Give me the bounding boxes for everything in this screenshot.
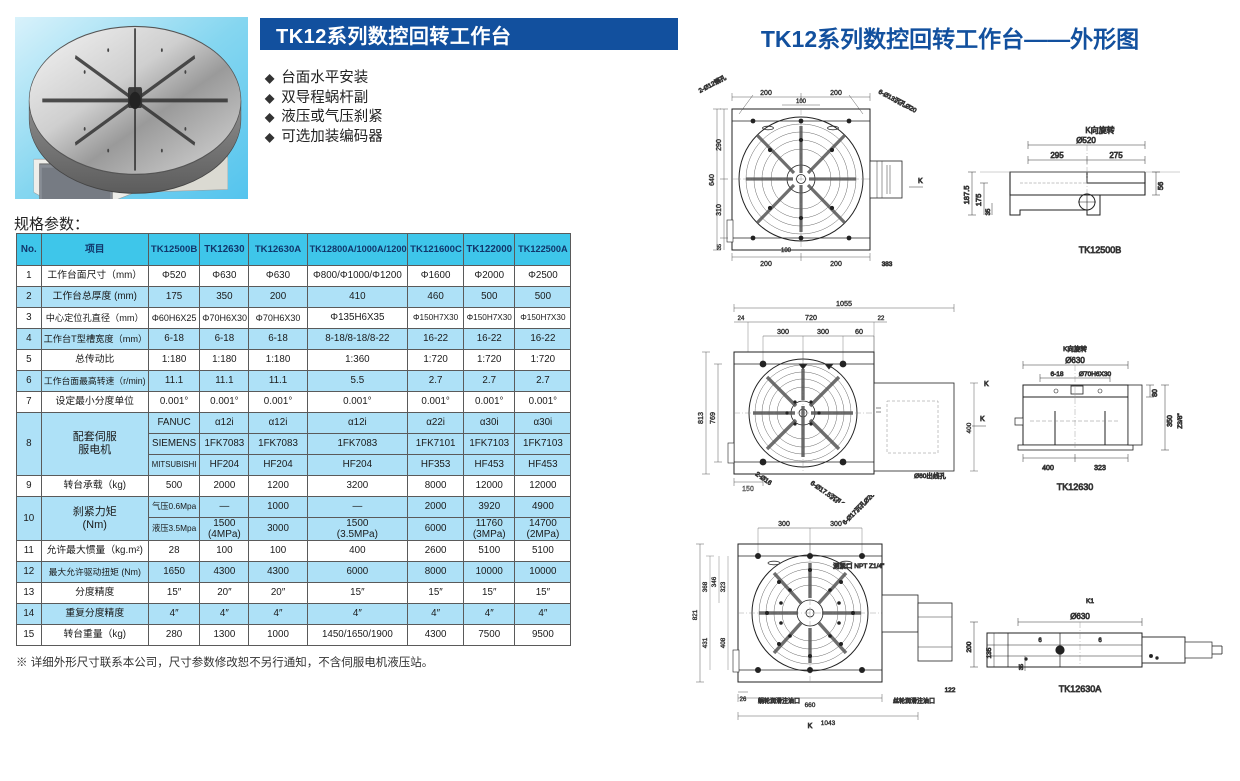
svg-text:300: 300 (817, 327, 829, 336)
svg-text:35: 35 (1019, 664, 1025, 670)
svg-text:2-Ø12销孔: 2-Ø12销孔 (697, 72, 728, 94)
svg-text:1043: 1043 (821, 720, 836, 727)
svg-text:24: 24 (738, 316, 745, 322)
svg-text:200: 200 (966, 641, 973, 652)
svg-text:22: 22 (878, 316, 885, 322)
svg-text:813: 813 (696, 412, 705, 424)
svg-text:60: 60 (855, 327, 863, 336)
svg-text:Ø520: Ø520 (1076, 136, 1096, 145)
svg-text:300: 300 (830, 521, 842, 528)
svg-text:Ø60出线孔: Ø60出线孔 (914, 471, 946, 480)
svg-text:80: 80 (1152, 389, 1159, 397)
svg-text:6-Ø13沉孔Ø20: 6-Ø13沉孔Ø20 (877, 88, 918, 115)
svg-text:200: 200 (760, 90, 772, 97)
svg-text:660: 660 (805, 702, 816, 709)
svg-text:K1: K1 (1086, 598, 1094, 605)
svg-text:122: 122 (945, 687, 956, 694)
svg-text:Z3/8": Z3/8" (1177, 413, 1184, 429)
svg-text:431: 431 (702, 637, 709, 648)
svg-text:200: 200 (830, 90, 842, 97)
svg-text:Ø70H6X30: Ø70H6X30 (1079, 371, 1112, 378)
svg-text:300: 300 (778, 521, 790, 528)
svg-text:400: 400 (1042, 465, 1054, 472)
svg-text:295: 295 (1050, 151, 1064, 160)
svg-text:350: 350 (1167, 415, 1174, 427)
svg-text:368: 368 (702, 581, 709, 592)
svg-text:Ø630: Ø630 (1070, 612, 1090, 621)
svg-text:56: 56 (1156, 182, 1165, 190)
svg-text:100: 100 (781, 248, 792, 254)
svg-text:175: 175 (974, 194, 983, 207)
svg-text:300: 300 (777, 327, 789, 336)
svg-text:TK12630: TK12630 (1057, 482, 1094, 492)
svg-text:383: 383 (882, 261, 893, 268)
svg-text:35: 35 (986, 208, 992, 215)
svg-text:K向旋转: K向旋转 (1063, 344, 1087, 353)
svg-text:K: K (980, 416, 985, 423)
svg-text:346: 346 (711, 576, 718, 587)
svg-text:323: 323 (1094, 465, 1106, 472)
svg-text:187.5: 187.5 (962, 186, 971, 205)
svg-text:TK12500B: TK12500B (1079, 245, 1122, 255)
svg-text:290: 290 (716, 139, 723, 151)
svg-text:323: 323 (720, 581, 727, 592)
svg-text:6-18: 6-18 (1050, 371, 1063, 378)
svg-text:丝轮润滑注油口: 丝轮润滑注油口 (893, 697, 935, 705)
svg-text:Ø630: Ø630 (1065, 356, 1085, 365)
svg-text:100: 100 (796, 99, 807, 105)
svg-text:640: 640 (709, 174, 716, 186)
svg-text:35: 35 (717, 244, 723, 250)
svg-text:1055: 1055 (836, 299, 852, 308)
svg-text:769: 769 (708, 412, 717, 424)
svg-text:720: 720 (805, 313, 817, 322)
svg-text:200: 200 (760, 261, 772, 268)
svg-text:蜗轮润滑注油口: 蜗轮润滑注油口 (758, 697, 800, 705)
svg-text:310: 310 (716, 204, 723, 216)
svg-text:6-Ø17沉孔Ø26: 6-Ø17沉孔Ø26 (841, 495, 877, 526)
svg-text:K: K (808, 723, 813, 730)
svg-text:275: 275 (1109, 151, 1123, 160)
svg-text:200: 200 (830, 261, 842, 268)
svg-text:408: 408 (720, 637, 727, 648)
svg-text:TK12630A: TK12630A (1059, 684, 1102, 694)
svg-text:测紧口 NPT Z1/4": 测紧口 NPT Z1/4" (833, 561, 885, 570)
svg-text:821: 821 (692, 609, 699, 620)
svg-text:150: 150 (742, 486, 754, 493)
svg-text:135: 135 (986, 647, 993, 658)
svg-text:K向旋转: K向旋转 (1085, 125, 1114, 135)
svg-text:K: K (918, 178, 923, 185)
